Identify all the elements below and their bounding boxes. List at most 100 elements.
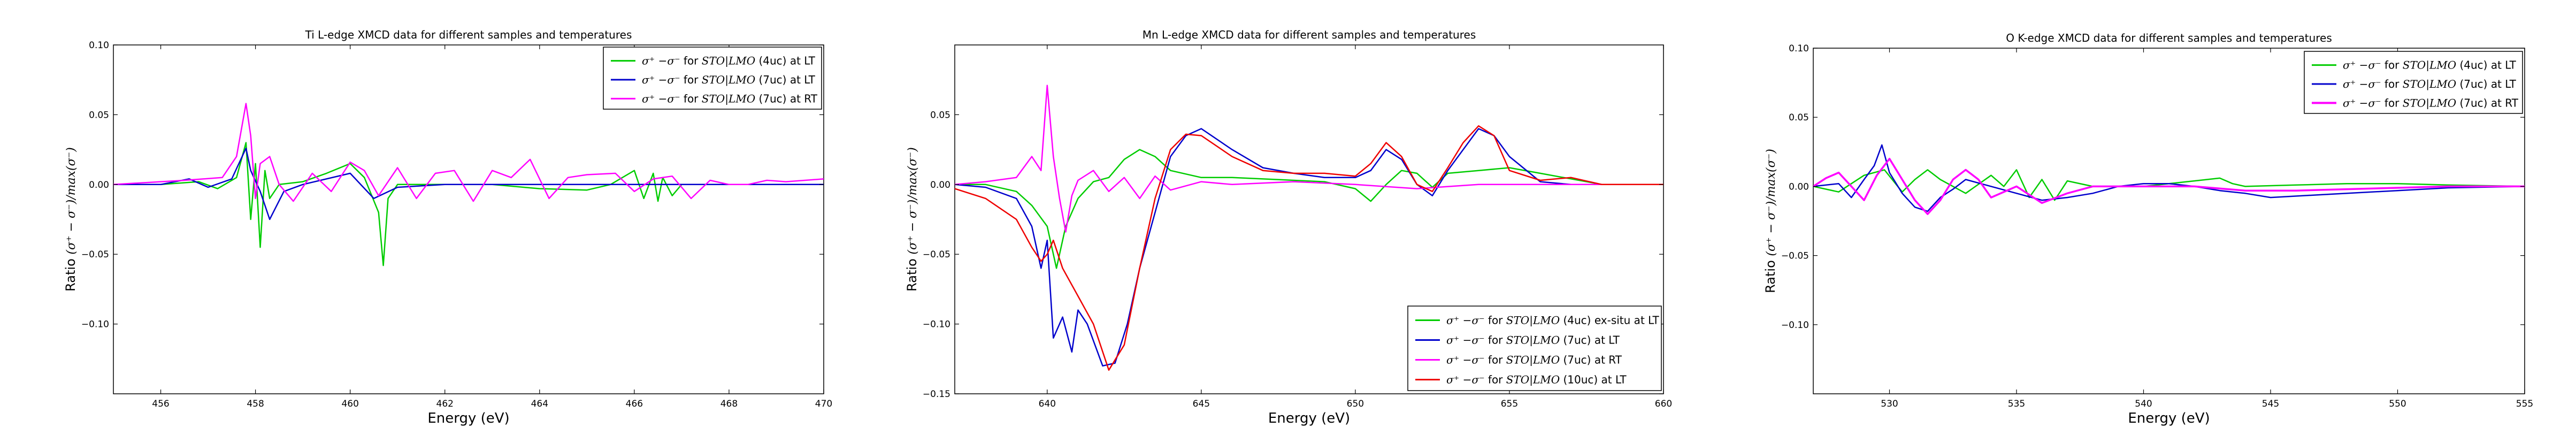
x-axis-label: Energy (eV)	[427, 410, 509, 426]
y-tick-label: 0.05	[1789, 112, 1809, 123]
x-tick-label: 530	[1881, 399, 1898, 409]
x-tick-label: 458	[247, 399, 264, 409]
y-tick-label: −0.15	[923, 389, 950, 400]
y-tick-label: 0.10	[89, 40, 109, 51]
series-line-3	[113, 103, 824, 202]
x-tick-label: 468	[720, 399, 738, 409]
legend-text-rest: (7uc) at LT	[755, 73, 816, 86]
x-tick-label: 555	[2516, 399, 2533, 409]
legend-label: σ⁺ −σ⁻ for STO|LMO (7uc) at LT	[2343, 78, 2517, 91]
legend-math: σ⁺ −σ⁻	[2343, 59, 2381, 72]
legend-label: σ⁺ −σ⁻ for STO|LMO (4uc) at LT	[2343, 59, 2517, 72]
y-tick-label: −0.05	[923, 249, 950, 260]
legend-text-rest: (7uc) at LT	[1560, 334, 1620, 347]
legend-math: σ⁺ −σ⁻	[2343, 78, 2381, 90]
y-tick-label: 0.05	[930, 110, 950, 120]
chart-panel-3: 530 535 540 545 550 555 −0.10 −0.05 0.00 0.05 0.10…	[1763, 32, 2533, 426]
y-axis-label: Ratio (σ⁺ − σ⁻)/max(σ⁻)	[904, 147, 919, 292]
series-group	[1813, 144, 2525, 215]
y-axis-label-math: (σ⁺ − σ⁻)/max(σ⁻)	[1765, 149, 1778, 256]
legend-text-for: for	[2381, 96, 2403, 109]
legend-math: σ⁺ −σ⁻	[2343, 96, 2381, 109]
legend-label: σ⁺ −σ⁻ for STO|LMO (7uc) at RT	[642, 92, 818, 105]
series-line-3	[955, 85, 1663, 233]
legend-math: σ⁺ −σ⁻	[1446, 354, 1485, 367]
y-axis-label: Ratio (σ⁺ − σ⁻)/max(σ⁻)	[63, 147, 78, 292]
legend-text-rest: (7uc) at RT	[2456, 96, 2519, 109]
series-group	[113, 103, 824, 266]
legend-math: σ⁺ −σ⁻	[1446, 373, 1485, 386]
legend-label: σ⁺ −σ⁻ for STO|LMO (10uc) at LT	[1446, 373, 1627, 387]
legend-text-rest: (4uc) at LT	[755, 55, 816, 67]
legend-math-sample: STO|LMO	[1506, 373, 1560, 387]
y-tick-label: 0.05	[89, 110, 109, 120]
legend-math-sample: STO|LMO	[702, 73, 755, 87]
x-tick-label: 466	[626, 399, 643, 409]
y-axis-label: Ratio (σ⁺ − σ⁻)/max(σ⁻)	[1763, 149, 1778, 293]
legend-math: σ⁺ −σ⁻	[642, 92, 680, 105]
y-tick-label: 0.00	[1789, 181, 1809, 192]
legend-text-for: for	[680, 92, 702, 105]
x-tick-label: 640	[1039, 399, 1056, 409]
chart-title: Ti L-edge XMCD data for different sample…	[305, 28, 632, 41]
legend-label: σ⁺ −σ⁻ for STO|LMO (4uc) at LT	[642, 55, 816, 68]
series-line-4	[955, 125, 1663, 371]
chart-title: Mn L-edge XMCD data for different sample…	[1143, 28, 1476, 41]
x-axis-label: Energy (eV)	[1268, 410, 1350, 426]
series-line-3	[1813, 157, 2525, 215]
series-line-1	[1813, 169, 2525, 201]
legend-text-rest: (7uc) at RT	[1560, 354, 1622, 367]
y-tick-label: −0.10	[1781, 320, 1809, 331]
legend-text-for: for	[2381, 78, 2403, 90]
legend: σ⁺ −σ⁻ for STO|LMO (4uc) ex-situ at LTσ⁺…	[1407, 306, 1662, 391]
legend-label: σ⁺ −σ⁻ for STO|LMO (7uc) at RT	[2343, 96, 2519, 110]
legend-math: σ⁺ −σ⁻	[642, 73, 680, 86]
x-tick-label: 456	[152, 399, 169, 409]
legend-text-rest: (10uc) at LT	[1560, 373, 1627, 386]
legend-box	[2304, 51, 2523, 114]
legend-label: σ⁺ −σ⁻ for STO|LMO (7uc) at RT	[1446, 354, 1622, 367]
legend-math-sample: STO|LMO	[2403, 78, 2456, 91]
x-tick-label: 535	[2008, 399, 2025, 409]
y-axis-label-math: (σ⁺ − σ⁻)/max(σ⁻)	[65, 147, 78, 254]
legend-math: σ⁺ −σ⁻	[1446, 334, 1485, 347]
y-axis-label-math: (σ⁺ − σ⁻)/max(σ⁻)	[906, 147, 919, 254]
legend-math: σ⁺ −σ⁻	[642, 55, 680, 67]
legend-text-rest: (7uc) at LT	[2456, 78, 2517, 90]
x-tick-label: 462	[436, 399, 454, 409]
y-tick-label: 0.00	[930, 180, 950, 190]
legend-text-rest: (4uc) at LT	[2456, 59, 2517, 72]
y-tick-label: −0.05	[81, 249, 109, 260]
y-axis-label-ratio: Ratio	[904, 255, 919, 292]
series-line-1	[955, 149, 1663, 269]
x-tick-label: 540	[2135, 399, 2152, 409]
legend-math-sample: STO|LMO	[702, 55, 755, 68]
y-axis-label-ratio: Ratio	[1763, 256, 1778, 293]
chart-panel-2: 640 645 650 655 660 −0.15 −0.10 −0.05 0.00 0.05 Mn…	[904, 28, 1672, 426]
legend-math: σ⁺ −σ⁻	[1446, 314, 1485, 327]
legend-math-sample: STO|LMO	[1506, 314, 1560, 327]
x-tick-label: 464	[531, 399, 548, 409]
legend-text-for: for	[680, 73, 702, 86]
legend-label: σ⁺ −σ⁻ for STO|LMO (4uc) ex-situ at LT	[1446, 314, 1660, 327]
legend-math-sample: STO|LMO	[1506, 334, 1560, 347]
x-tick-label: 655	[1501, 399, 1518, 409]
legend-label: σ⁺ −σ⁻ for STO|LMO (7uc) at LT	[642, 73, 816, 87]
y-tick-label: −0.10	[923, 319, 950, 330]
chart-title: O K-edge XMCD data for different samples…	[2006, 32, 2332, 44]
y-tick-label: −0.05	[1781, 251, 1809, 262]
x-tick-label: 545	[2262, 399, 2279, 409]
x-tick-label: 650	[1347, 399, 1364, 409]
legend: σ⁺ −σ⁻ for STO|LMO (4uc) at LTσ⁺ −σ⁻ for…	[603, 47, 822, 110]
legend-text-rest: (7uc) at RT	[755, 92, 818, 105]
series-line-2	[113, 147, 824, 220]
legend-text-for: for	[1485, 334, 1506, 347]
legend-math-sample: STO|LMO	[1506, 354, 1560, 367]
legend-text-rest: (4uc) ex-situ at LT	[1560, 314, 1659, 327]
x-axis-label: Energy (eV)	[2128, 410, 2210, 426]
legend-math-sample: STO|LMO	[2403, 59, 2456, 72]
series-line-2	[955, 128, 1663, 367]
legend-box	[1407, 306, 1662, 391]
legend-text-for: for	[1485, 354, 1506, 367]
